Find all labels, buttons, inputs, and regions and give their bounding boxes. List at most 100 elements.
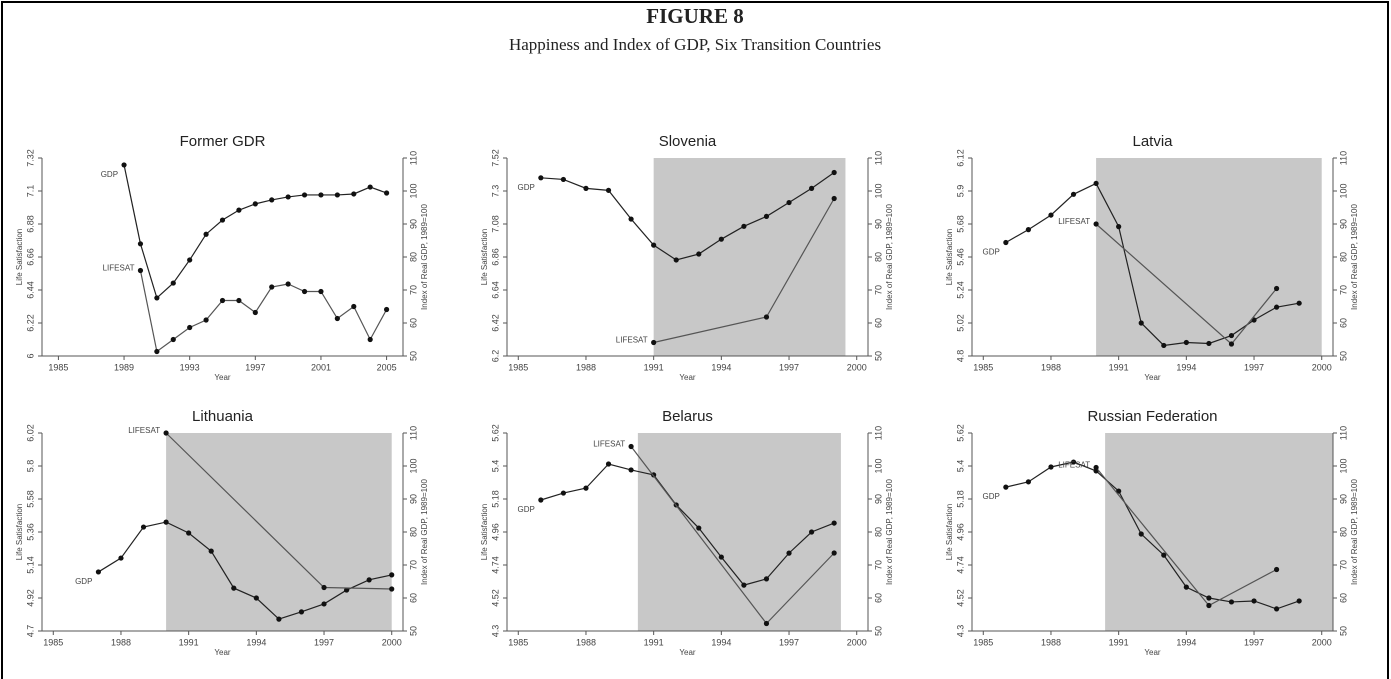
y-tick-label: 5.58 [25,490,35,508]
data-point [203,231,209,237]
y2-tick-label: 50 [408,626,418,636]
data-point [763,620,770,627]
y2-tick-label: 80 [1338,527,1348,537]
data-point [154,348,160,355]
data-point [1161,342,1167,349]
y-tick-label: 4.96 [955,523,965,541]
data-point [831,195,837,202]
x-tick-label: 1997 [1244,362,1264,372]
y2-tick-label: 100 [408,183,418,198]
x-tick-label: 2000 [382,637,402,647]
y-tick-label: 6.44 [25,281,35,299]
series-line [1005,461,1300,610]
data-point [651,339,657,346]
y2-tick-label: 70 [408,285,418,295]
y-axis-label: Life Satisfaction [480,504,489,560]
x-axis-label: Year [214,373,231,382]
y-axis-label: Life Satisfaction [945,229,954,285]
x-tick-label: 1991 [644,362,664,372]
data-point [1116,488,1122,494]
data-point [170,336,176,343]
y-tick-label: 4.52 [955,589,965,607]
x-tick-label: 1997 [314,637,334,647]
x-tick-label: 1988 [576,637,596,647]
x-tick-label: 1994 [711,362,731,372]
x-tick-label: 1997 [779,637,799,647]
y-tick-label: 6.86 [490,248,500,266]
y-tick-label: 4.96 [490,523,500,541]
y-tick-label: 6.66 [25,248,35,266]
x-tick-label: 1994 [246,637,266,647]
data-point [252,201,258,207]
data-point [763,314,770,320]
data-point [538,175,544,181]
x-tick-label: 2005 [377,362,397,372]
data-point [383,306,390,313]
data-point [236,207,242,213]
data-point [219,297,226,304]
panel-title: Russian Federation [1087,408,1217,425]
data-point [334,192,340,198]
data-point [269,284,275,290]
y-tick-label: 5.68 [955,215,965,233]
y-tick-label: 5.14 [25,556,35,574]
y-tick-label: 7.32 [25,149,35,167]
data-point [276,616,282,622]
y2-tick-label: 100 [1338,183,1348,198]
x-tick-label: 1985 [48,362,68,372]
data-point [831,550,837,556]
data-point [831,169,837,176]
y2-tick-label: 90 [1338,219,1348,229]
data-point [318,288,324,295]
x-tick-label: 1991 [1109,362,1129,372]
data-point [351,191,357,197]
data-point [696,525,702,531]
data-point [170,280,176,286]
data-point [651,242,657,248]
y-tick-label: 7.08 [490,215,500,233]
data-point [318,192,324,198]
y2-tick-label: 70 [1338,285,1348,295]
data-point [763,213,770,220]
data-point [351,303,357,310]
x-axis-label: Year [1144,373,1161,382]
data-point [298,609,305,615]
y2-tick-label: 110 [1338,151,1348,165]
y2-axis-label: Index of Real GDP, 1989=100 [1350,203,1359,309]
data-point [208,548,214,554]
data-point [1048,212,1054,218]
series-label: LIFESAT [103,264,135,273]
data-point [1003,239,1009,246]
data-point [560,490,567,496]
x-tick-label: 1997 [779,362,799,372]
y2-tick-label: 110 [873,151,883,165]
data-point [1273,285,1280,292]
series-label: GDP [983,492,1000,501]
x-tick-label: 1993 [180,362,200,372]
data-point [808,185,815,191]
x-axis-label: Year [679,373,696,382]
y-tick-label: 5.18 [490,490,500,508]
y2-tick-label: 50 [408,351,418,361]
x-tick-label: 2001 [311,362,331,372]
y-tick-label: 5.36 [25,523,35,541]
data-point [219,217,226,223]
series-label: GDP [983,248,1000,257]
panel-title: Slovenia [659,133,717,150]
data-point [1206,340,1212,347]
y2-tick-label: 110 [1338,426,1348,440]
data-point [269,197,275,203]
data-point [367,336,373,343]
y-tick-label: 4.3 [490,625,500,638]
series-label: GDP [101,170,118,179]
shaded-period [1105,433,1333,631]
x-tick-label: 1994 [711,637,731,647]
x-tick-label: 1988 [1041,637,1061,647]
y-tick-label: 4.74 [490,556,500,574]
x-tick-label: 1997 [245,362,265,372]
data-point [389,586,395,592]
y-tick-label: 5.8 [25,460,35,473]
data-point [628,467,634,473]
data-point [301,288,308,295]
